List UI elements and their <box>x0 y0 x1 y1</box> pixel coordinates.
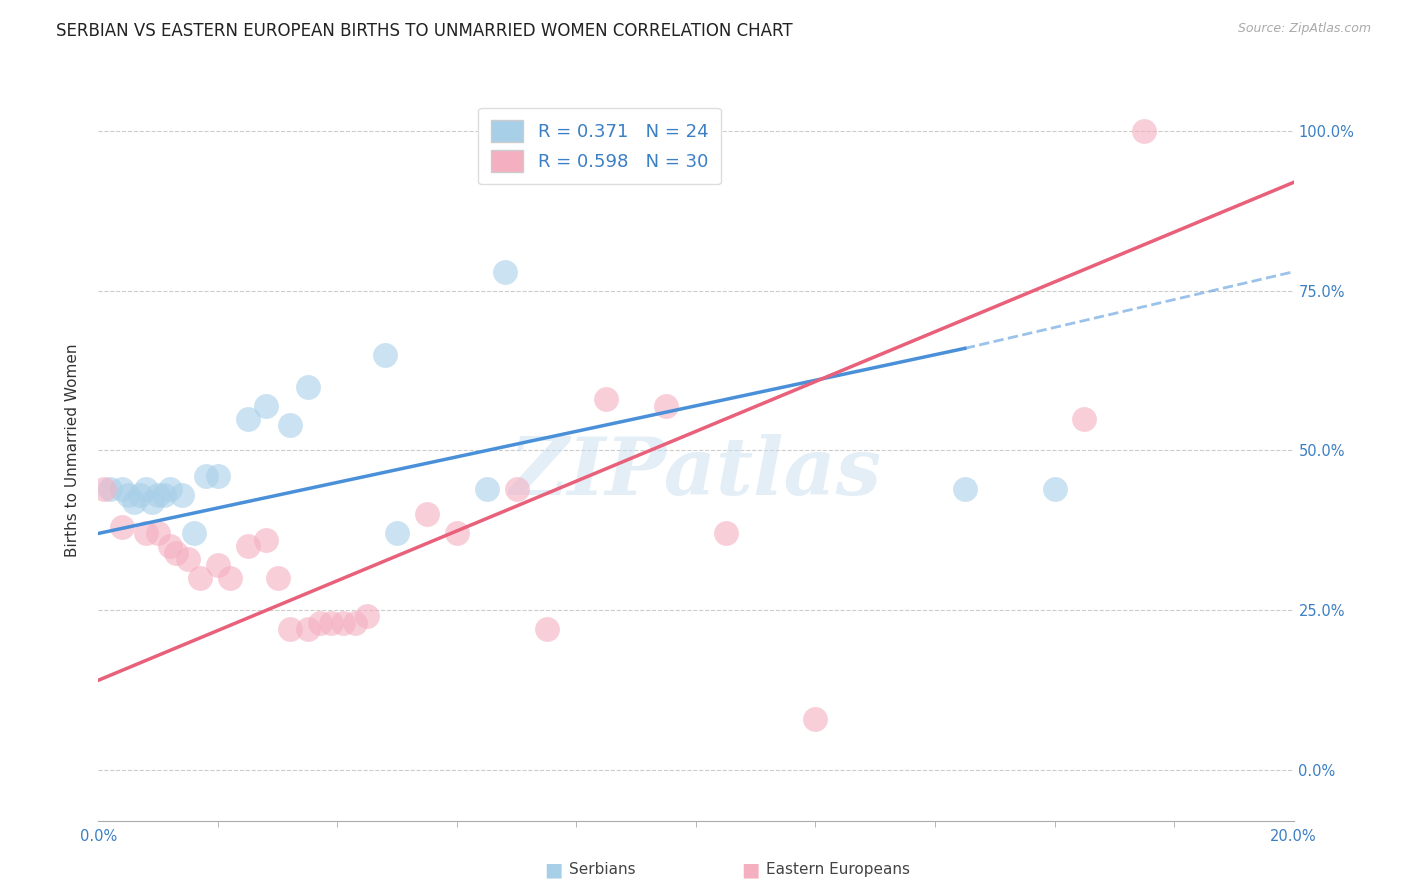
Point <box>111 482 134 496</box>
Point <box>506 482 529 496</box>
Point <box>344 615 367 630</box>
Point <box>356 609 378 624</box>
Point <box>148 488 170 502</box>
Point <box>236 411 259 425</box>
Point <box>195 469 218 483</box>
Point <box>129 488 152 502</box>
Point <box>332 615 354 630</box>
Text: ZIPatlas: ZIPatlas <box>510 434 882 511</box>
Point <box>953 482 976 496</box>
Point <box>416 508 439 522</box>
Point <box>446 526 468 541</box>
Point <box>278 622 301 636</box>
Point <box>219 571 242 585</box>
Point <box>1043 482 1066 496</box>
Point <box>536 622 558 636</box>
Point <box>148 526 170 541</box>
Point <box>183 526 205 541</box>
Point <box>278 417 301 432</box>
Point <box>135 526 157 541</box>
Point <box>655 399 678 413</box>
Point <box>297 379 319 393</box>
Text: Serbians: Serbians <box>569 863 636 877</box>
Point <box>207 558 229 573</box>
Point <box>141 494 163 508</box>
Legend: R = 0.371   N = 24, R = 0.598   N = 30: R = 0.371 N = 24, R = 0.598 N = 30 <box>478 108 721 185</box>
Y-axis label: Births to Unmarried Women: Births to Unmarried Women <box>65 343 80 558</box>
Point <box>236 539 259 553</box>
Point <box>207 469 229 483</box>
Text: SERBIAN VS EASTERN EUROPEAN BIRTHS TO UNMARRIED WOMEN CORRELATION CHART: SERBIAN VS EASTERN EUROPEAN BIRTHS TO UN… <box>56 22 793 40</box>
Text: Source: ZipAtlas.com: Source: ZipAtlas.com <box>1237 22 1371 36</box>
Point <box>165 545 187 559</box>
Point <box>117 488 139 502</box>
Point <box>297 622 319 636</box>
Point <box>254 533 277 547</box>
Text: ■: ■ <box>544 860 562 880</box>
Point <box>494 265 516 279</box>
Point <box>308 615 330 630</box>
Point <box>321 615 343 630</box>
Point <box>111 520 134 534</box>
Point <box>177 552 200 566</box>
Point <box>172 488 194 502</box>
Point <box>714 526 737 541</box>
Point <box>1073 411 1095 425</box>
Point <box>804 712 827 726</box>
Point <box>595 392 617 407</box>
Point <box>153 488 176 502</box>
Point <box>1133 124 1156 138</box>
Point <box>475 482 498 496</box>
Point <box>374 348 396 362</box>
Point <box>188 571 211 585</box>
Text: Eastern Europeans: Eastern Europeans <box>766 863 910 877</box>
Point <box>254 399 277 413</box>
Point <box>385 526 409 541</box>
Text: ■: ■ <box>741 860 759 880</box>
Point <box>267 571 290 585</box>
Point <box>124 494 146 508</box>
Point <box>159 482 181 496</box>
Point <box>159 539 181 553</box>
Point <box>93 482 115 496</box>
Point <box>98 482 122 496</box>
Point <box>135 482 157 496</box>
